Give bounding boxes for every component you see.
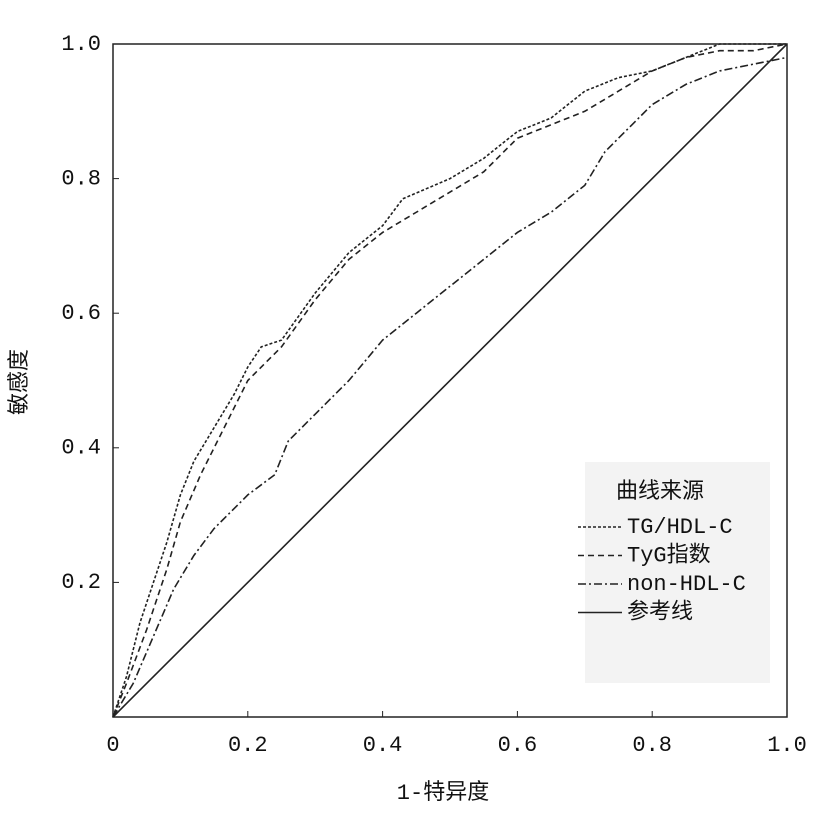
legend-label: TG/HDL-C	[627, 515, 733, 540]
x-axis-label: 1-特异度	[397, 780, 489, 806]
y-tick-label: 0.4	[61, 436, 101, 461]
y-axis-label: 敏感度	[7, 349, 33, 415]
x-tick-label: 1.0	[767, 733, 807, 758]
y-tick-label: 1.0	[61, 32, 101, 57]
roc-line	[112, 43, 788, 718]
x-tick-label: 0	[106, 733, 119, 758]
y-tick-label: 0.8	[61, 166, 101, 191]
roc-line	[112, 43, 788, 718]
legend-title: 曲线来源	[616, 479, 704, 505]
y-tick-label: 0.6	[61, 301, 101, 326]
x-tick-label: 0.6	[498, 733, 538, 758]
legend-label: 参考线	[627, 599, 693, 625]
x-tick-label: 0.8	[632, 733, 672, 758]
plot-frame	[112, 43, 788, 718]
legend-label: non-HDL-C	[627, 572, 746, 597]
legend-box	[585, 462, 770, 683]
x-tick-label: 0.4	[363, 733, 403, 758]
roc-line	[112, 56, 788, 718]
legend-label: TyG指数	[627, 542, 711, 568]
x-tick-label: 0.2	[228, 733, 268, 758]
roc-line	[112, 43, 787, 718]
y-tick-label: 0.2	[61, 570, 101, 595]
